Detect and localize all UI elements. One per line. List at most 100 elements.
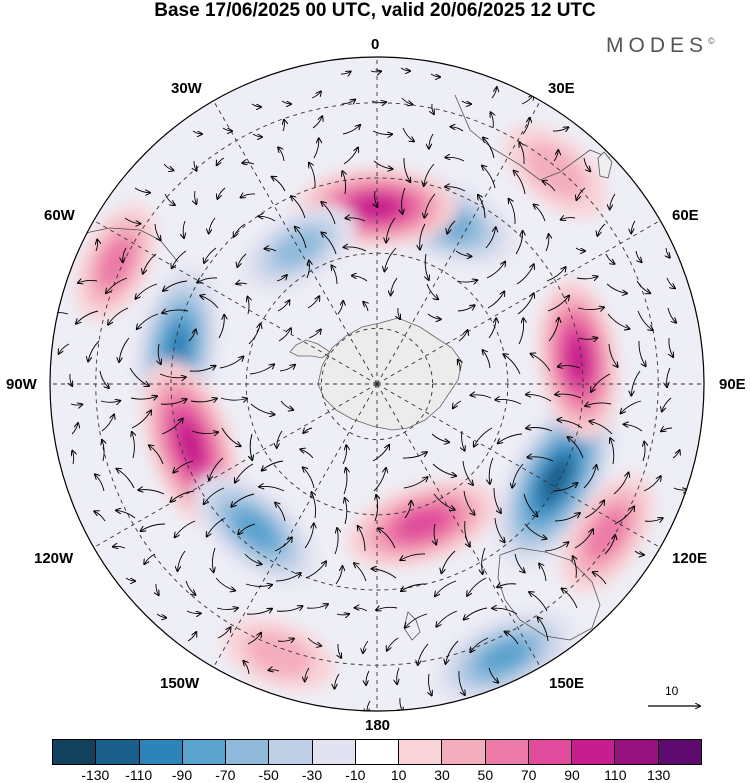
wind-vector-arrow <box>418 643 429 665</box>
wind-vector-arrow <box>498 433 523 443</box>
wind-vector-arrow <box>453 400 462 408</box>
anomaly-contour <box>524 142 588 200</box>
wind-vector-arrow <box>170 490 195 502</box>
wind-vector-arrow <box>221 427 241 446</box>
wind-vector-arrow <box>637 310 653 330</box>
wind-vector-arrow <box>132 432 135 459</box>
wind-vector-arrow <box>277 639 294 642</box>
wind-vector-arrow <box>172 250 187 268</box>
wind-vector-arrow <box>321 233 337 255</box>
wind-vector-arrow <box>505 632 519 645</box>
reference-vector-label: 10 <box>665 684 679 698</box>
wind-vector-arrow <box>553 483 577 492</box>
wind-vector-arrow <box>558 366 581 368</box>
wind-vector-arrow <box>313 138 319 159</box>
wind-vector-arrow <box>543 181 556 192</box>
wind-vector-arrow <box>464 520 470 547</box>
wind-vector-arrow <box>311 91 321 99</box>
wind-vector-arrow <box>321 202 336 225</box>
longitude-label-60e: 60E <box>672 207 699 224</box>
wind-vector-arrow <box>644 518 663 521</box>
wind-vector-arrow <box>163 163 174 170</box>
wind-vector-arrow <box>529 592 548 612</box>
wind-vector-arrow <box>495 399 522 405</box>
wind-vector-arrow <box>192 130 202 134</box>
colorbar-segment <box>96 740 140 764</box>
wind-vector-arrow <box>372 569 397 579</box>
wind-vector-arrow <box>402 452 427 459</box>
wind-vector-arrow <box>577 187 586 200</box>
wind-vector-arrow <box>667 307 676 323</box>
colorbar-tick-label: 110 <box>604 767 627 783</box>
wind-vector-arrow <box>59 343 70 354</box>
wind-vector-arrow <box>117 469 135 489</box>
wind-vector-arrow <box>557 420 583 429</box>
wind-vector-arrow <box>487 292 504 309</box>
wind-vector-arrow <box>209 217 216 234</box>
colorbar-segment <box>528 740 573 764</box>
wind-vector-arrow <box>242 163 255 164</box>
wind-vector-arrow <box>643 476 661 492</box>
wind-vector-arrow <box>116 510 136 519</box>
wind-vector-arrow <box>378 528 396 549</box>
wind-vector-arrow <box>138 490 165 495</box>
wind-vector-arrow <box>573 556 577 579</box>
wind-vector-arrow <box>531 354 551 372</box>
wind-vector-arrow <box>162 310 189 313</box>
wind-vector-arrow <box>514 553 525 573</box>
wind-vector-arrow <box>575 247 585 251</box>
wind-vector-arrow <box>247 633 261 645</box>
wind-vector-arrow <box>190 398 217 401</box>
wind-vector-arrow <box>354 563 367 582</box>
wind-vector-arrow <box>186 611 201 613</box>
wind-vector-arrow <box>95 474 105 492</box>
wind-vector-arrow <box>607 313 629 329</box>
wind-vector-arrow <box>250 403 275 415</box>
wind-vector-arrow <box>343 148 358 165</box>
wind-vectors <box>52 67 688 711</box>
wind-vector-arrow <box>462 430 465 451</box>
wind-vector-arrow <box>278 147 285 162</box>
wind-vector-arrow <box>277 430 283 448</box>
wind-vector-arrow <box>428 673 431 695</box>
wind-vector-arrow <box>605 253 615 264</box>
wind-vector-arrow <box>574 529 593 549</box>
wind-vector-arrow <box>404 501 411 519</box>
wind-vector-arrow <box>375 190 378 207</box>
wind-vector-arrow <box>610 438 614 465</box>
wind-vector-arrow <box>106 277 128 293</box>
wind-vector-arrow <box>94 511 106 522</box>
anomaly-contour <box>566 336 590 383</box>
colorbar-segment <box>658 740 701 764</box>
wind-vector-arrow <box>552 127 568 131</box>
wind-vector-arrow <box>250 433 252 460</box>
wind-vector-arrow <box>160 399 187 405</box>
meridian-line <box>93 383 378 548</box>
wind-vector-arrow <box>243 661 250 675</box>
wind-vector-arrow <box>276 606 303 612</box>
wind-vector-arrow <box>538 617 549 642</box>
wind-vector-arrow <box>231 493 255 507</box>
wind-vector-arrow <box>307 296 319 309</box>
colorbar-tick-label: -50 <box>258 767 279 783</box>
wind-vector-arrow <box>78 280 98 283</box>
wind-vector-arrow <box>275 503 286 522</box>
wind-vector-arrow <box>554 513 580 522</box>
map-boundary-circle <box>49 56 705 712</box>
wind-vector-arrow <box>400 67 410 71</box>
colorbar-tick-label: -130 <box>81 767 110 783</box>
longitude-label-90e: 90E <box>719 376 746 393</box>
wind-vector-arrow <box>113 546 126 548</box>
wind-vector-arrow <box>524 523 546 539</box>
colorbar-segment <box>139 740 183 764</box>
wind-vector-arrow <box>455 250 471 256</box>
wind-vector-arrow <box>234 223 246 237</box>
wind-vector-arrow <box>108 307 129 325</box>
wind-vector-arrow <box>134 187 150 193</box>
wind-vector-arrow <box>667 367 671 387</box>
wind-vector-arrow <box>123 247 127 262</box>
longitude-label-150w: 150W <box>160 675 200 692</box>
wind-vector-arrow <box>220 398 247 400</box>
wind-vector-arrow <box>124 217 140 224</box>
wind-vector-arrow <box>522 118 530 135</box>
